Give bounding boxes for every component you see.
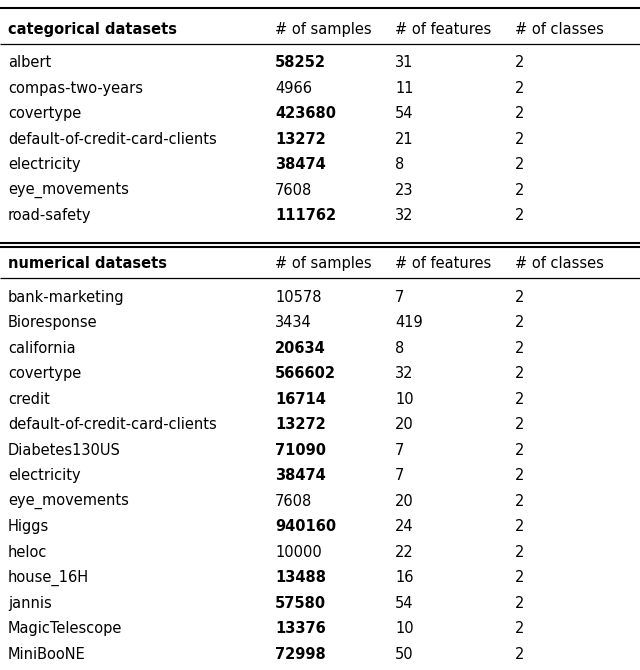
Text: 10000: 10000 bbox=[275, 545, 322, 559]
Text: categorical datasets: categorical datasets bbox=[8, 22, 177, 37]
Text: covertype: covertype bbox=[8, 107, 81, 121]
Text: electricity: electricity bbox=[8, 468, 81, 483]
Text: 8: 8 bbox=[395, 340, 404, 356]
Text: Bioresponse: Bioresponse bbox=[8, 315, 98, 330]
Text: 111762: 111762 bbox=[275, 208, 336, 223]
Text: 72998: 72998 bbox=[275, 647, 326, 661]
Text: 2: 2 bbox=[515, 340, 524, 356]
Text: 20: 20 bbox=[395, 417, 413, 432]
Text: 2: 2 bbox=[515, 315, 524, 330]
Text: # of classes: # of classes bbox=[515, 257, 604, 271]
Text: 2: 2 bbox=[515, 183, 524, 198]
Text: eye_movements: eye_movements bbox=[8, 182, 129, 198]
Text: 2: 2 bbox=[515, 596, 524, 610]
Text: 2: 2 bbox=[515, 621, 524, 636]
Text: 2: 2 bbox=[515, 366, 524, 381]
Text: numerical datasets: numerical datasets bbox=[8, 257, 167, 271]
Text: 22: 22 bbox=[395, 545, 413, 559]
Text: eye_movements: eye_movements bbox=[8, 493, 129, 509]
Text: 2: 2 bbox=[515, 468, 524, 483]
Text: 16714: 16714 bbox=[275, 391, 326, 407]
Text: 57580: 57580 bbox=[275, 596, 326, 610]
Text: jannis: jannis bbox=[8, 596, 52, 610]
Text: 13272: 13272 bbox=[275, 417, 326, 432]
Text: 2: 2 bbox=[515, 570, 524, 585]
Text: 20634: 20634 bbox=[275, 340, 326, 356]
Text: 10: 10 bbox=[395, 391, 413, 407]
Text: 7608: 7608 bbox=[275, 183, 312, 198]
Text: 24: 24 bbox=[395, 519, 413, 534]
Text: 13272: 13272 bbox=[275, 132, 326, 147]
Text: house_16H: house_16H bbox=[8, 570, 89, 586]
Text: 419: 419 bbox=[395, 315, 423, 330]
Text: Higgs: Higgs bbox=[8, 519, 49, 534]
Text: 2: 2 bbox=[515, 157, 524, 172]
Text: 23: 23 bbox=[395, 183, 413, 198]
Text: 566602: 566602 bbox=[275, 366, 336, 381]
Text: 2: 2 bbox=[515, 647, 524, 661]
Text: 2: 2 bbox=[515, 443, 524, 458]
Text: 2: 2 bbox=[515, 56, 524, 70]
Text: 10: 10 bbox=[395, 621, 413, 636]
Text: 7: 7 bbox=[395, 443, 404, 458]
Text: 54: 54 bbox=[395, 596, 413, 610]
Text: default-of-credit-card-clients: default-of-credit-card-clients bbox=[8, 132, 217, 147]
Text: MiniBooNE: MiniBooNE bbox=[8, 647, 86, 661]
Text: 54: 54 bbox=[395, 107, 413, 121]
Text: 2: 2 bbox=[515, 132, 524, 147]
Text: 2: 2 bbox=[515, 417, 524, 432]
Text: 38474: 38474 bbox=[275, 468, 326, 483]
Text: 13488: 13488 bbox=[275, 570, 326, 585]
Text: 50: 50 bbox=[395, 647, 413, 661]
Text: 16: 16 bbox=[395, 570, 413, 585]
Text: 32: 32 bbox=[395, 366, 413, 381]
Text: 2: 2 bbox=[515, 391, 524, 407]
Text: 2: 2 bbox=[515, 107, 524, 121]
Text: Diabetes130US: Diabetes130US bbox=[8, 443, 121, 458]
Text: bank-marketing: bank-marketing bbox=[8, 289, 125, 305]
Text: 2: 2 bbox=[515, 519, 524, 534]
Text: 31: 31 bbox=[395, 56, 413, 70]
Text: road-safety: road-safety bbox=[8, 208, 92, 223]
Text: 10578: 10578 bbox=[275, 289, 321, 305]
Text: 21: 21 bbox=[395, 132, 413, 147]
Text: compas-two-years: compas-two-years bbox=[8, 81, 143, 96]
Text: 940160: 940160 bbox=[275, 519, 336, 534]
Text: MagicTelescope: MagicTelescope bbox=[8, 621, 122, 636]
Text: 20: 20 bbox=[395, 494, 413, 509]
Text: california: california bbox=[8, 340, 76, 356]
Text: # of features: # of features bbox=[395, 257, 492, 271]
Text: albert: albert bbox=[8, 56, 51, 70]
Text: default-of-credit-card-clients: default-of-credit-card-clients bbox=[8, 417, 217, 432]
Text: electricity: electricity bbox=[8, 157, 81, 172]
Text: 2: 2 bbox=[515, 545, 524, 559]
Text: 3434: 3434 bbox=[275, 315, 312, 330]
Text: 2: 2 bbox=[515, 81, 524, 96]
Text: # of classes: # of classes bbox=[515, 22, 604, 37]
Text: heloc: heloc bbox=[8, 545, 47, 559]
Text: 71090: 71090 bbox=[275, 443, 326, 458]
Text: # of features: # of features bbox=[395, 22, 492, 37]
Text: 32: 32 bbox=[395, 208, 413, 223]
Text: 2: 2 bbox=[515, 208, 524, 223]
Text: 13376: 13376 bbox=[275, 621, 326, 636]
Text: 4966: 4966 bbox=[275, 81, 312, 96]
Text: 2: 2 bbox=[515, 289, 524, 305]
Text: 7608: 7608 bbox=[275, 494, 312, 509]
Text: 2: 2 bbox=[515, 494, 524, 509]
Text: # of samples: # of samples bbox=[275, 22, 372, 37]
Text: 7: 7 bbox=[395, 468, 404, 483]
Text: 11: 11 bbox=[395, 81, 413, 96]
Text: 7: 7 bbox=[395, 289, 404, 305]
Text: 58252: 58252 bbox=[275, 56, 326, 70]
Text: 423680: 423680 bbox=[275, 107, 336, 121]
Text: 8: 8 bbox=[395, 157, 404, 172]
Text: # of samples: # of samples bbox=[275, 257, 372, 271]
Text: 38474: 38474 bbox=[275, 157, 326, 172]
Text: credit: credit bbox=[8, 391, 50, 407]
Text: covertype: covertype bbox=[8, 366, 81, 381]
